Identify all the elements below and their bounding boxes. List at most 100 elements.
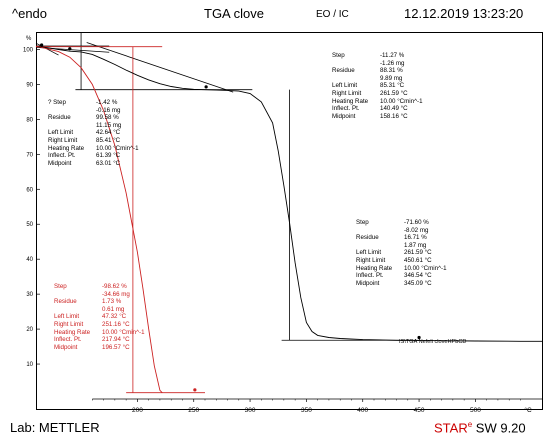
table-key: Heating Rate: [356, 264, 393, 272]
table-key: [332, 75, 380, 83]
y-tick-label: 100: [23, 47, 34, 53]
table-value: -1.42 %: [96, 99, 118, 106]
table-value: 88.31 %: [380, 67, 403, 75]
y-tick-label: 90: [26, 82, 33, 88]
table-value: 63.01 °C: [96, 159, 121, 167]
table-value: 261.59 °C: [404, 249, 432, 257]
y-tick-label: 30: [26, 292, 33, 298]
y-tick-label: 40: [26, 257, 33, 263]
table-key: Right Limit: [332, 89, 362, 97]
table-row: Midpoint 345.09 °C: [356, 280, 447, 288]
table-row: Step -71.60 %: [356, 219, 447, 227]
table-value: 345.09 °C: [404, 279, 432, 287]
step-table-2: ? Step -1.42 % -0.16 mg Residue 99.58 % 11.15…: [48, 99, 139, 167]
table-key: Right Limit: [48, 136, 78, 144]
table-value: -1.26 mg: [380, 59, 405, 67]
table-row: 1.87 mg: [356, 242, 447, 250]
curve-label: IS\TGA Nefeli cloveHPbCD: [399, 339, 467, 345]
limit-marker: [417, 335, 421, 340]
tangent-line: [86, 42, 234, 93]
table-row: Residue 1.73 %: [54, 298, 145, 306]
x-tick-label: 500: [470, 407, 481, 414]
table-row: Residue 88.31 %: [332, 67, 423, 75]
software-label: STARe SW 9.20: [434, 420, 526, 435]
table-row: 0.61 mg: [54, 306, 145, 314]
table-key: ? Step: [48, 99, 66, 106]
limit-marker: [40, 43, 44, 47]
table-value: 196.57 °C: [102, 343, 130, 351]
table-key: Inflect. Pt.: [54, 336, 82, 344]
table-key: Midpoint: [54, 343, 78, 351]
datetime-label: 12.12.2019 13:23:20: [404, 6, 524, 21]
table-value: -11.27 %: [380, 52, 405, 59]
table-key: Heating Rate: [48, 144, 85, 152]
tga-curve-red: [35, 45, 163, 394]
table-row: -0.16 mg: [48, 107, 139, 115]
table-row: Right Limit 450.61 °C: [356, 257, 447, 265]
table-key: Left Limit: [48, 129, 74, 137]
table-row: Left Limit 42.64 °C: [48, 129, 139, 137]
table-value: 217.94 °C: [102, 336, 130, 344]
table-value: 47.32 °C: [102, 313, 127, 321]
table-key: Step: [332, 52, 345, 59]
y-axis-label: %: [26, 36, 32, 42]
table-key: [54, 306, 102, 314]
table-value: 9.89 mg: [380, 74, 403, 82]
table-value: 10.00 °Cmin^-1: [102, 328, 145, 336]
table-row: Midpoint 196.57 °C: [54, 344, 145, 352]
table-row: Step -11.27 %: [332, 52, 423, 60]
table-key: Heating Rate: [332, 97, 369, 105]
table-row: Inflect. Pt. 346.54 °C: [356, 272, 447, 280]
y-tick-label: 80: [26, 117, 33, 123]
table-key: Inflect. Pt.: [332, 105, 360, 113]
endo-label: ^endo: [12, 6, 48, 21]
table-key: Residue: [332, 67, 355, 75]
limit-marker: [204, 85, 208, 89]
table-row: -34.66 mg: [54, 291, 145, 299]
table-value: 99.58 %: [96, 114, 119, 122]
table-row: Right Limit 261.59 °C: [332, 90, 423, 98]
y-tick-label: 70: [26, 152, 33, 158]
table-row: Midpoint 158.16 °C: [332, 113, 423, 121]
table-row: 9.89 mg: [332, 75, 423, 83]
table-key: Step: [356, 219, 369, 226]
table-key: [332, 60, 380, 68]
table-value: 1.73 %: [102, 298, 122, 306]
table-value: 42.64 °C: [96, 129, 121, 137]
table-key: [48, 122, 96, 130]
table-row: Heating Rate 10.00 °Cmin^-1: [332, 98, 423, 106]
step-table-4: Step -98.62 % -34.66 mg Residue 1.73 % 0.61 m…: [54, 283, 145, 351]
table-key: Left Limit: [332, 82, 358, 90]
software-version: SW 9.20: [472, 420, 526, 436]
table-row: Midpoint 63.01 °C: [48, 160, 139, 168]
table-key: Midpoint: [332, 112, 356, 120]
y-tick-label: 60: [26, 187, 33, 193]
table-value: -98.62 %: [102, 283, 127, 290]
table-key: Heating Rate: [54, 328, 91, 336]
y-tick-label: 10: [26, 362, 33, 368]
limit-marker: [68, 47, 72, 51]
table-row: -8.02 mg: [356, 227, 447, 235]
table-value: 251.16 °C: [102, 320, 130, 328]
table-row: -1.26 mg: [332, 60, 423, 68]
table-key: Residue: [356, 234, 379, 242]
table-value: 346.54 °C: [404, 272, 432, 280]
table-value: 85.41 °C: [96, 136, 121, 144]
table-row: Residue 16.71 %: [356, 234, 447, 242]
plot-frame: [36, 32, 543, 410]
table-row: Step -98.62 %: [54, 283, 145, 291]
red-limit-marker: [193, 388, 197, 392]
x-tick-label: 350: [301, 407, 312, 414]
table-value: 1.87 mg: [404, 241, 427, 249]
table-row: Right Limit 251.16 °C: [54, 321, 145, 329]
table-key: Midpoint: [48, 159, 72, 167]
star-superscript: e: [467, 420, 473, 429]
tga-curve-black: [35, 45, 543, 342]
x-tick-label: 450: [414, 407, 425, 414]
table-value: 10.00 °Cmin^-1: [380, 97, 423, 105]
table-key: [48, 107, 96, 115]
table-value: 158.16 °C: [380, 112, 408, 120]
table-row: Left Limit 47.32 °C: [54, 313, 145, 321]
table-value: 11.15 mg: [96, 121, 122, 129]
